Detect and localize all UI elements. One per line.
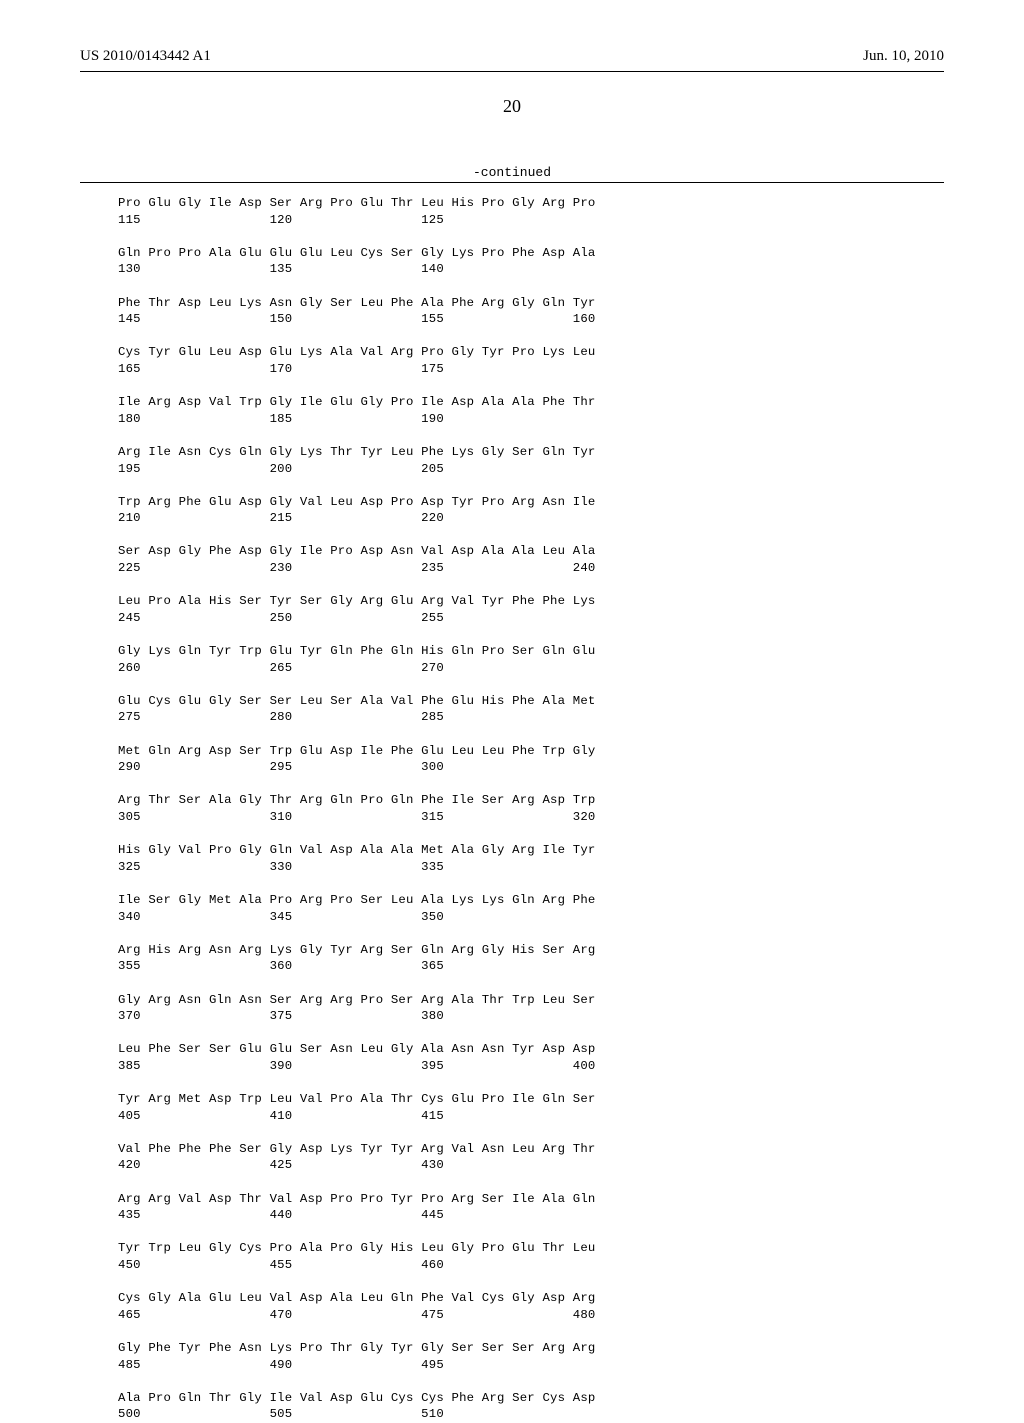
header-rule	[80, 71, 944, 72]
page-number: 20	[80, 96, 944, 117]
continued-label: -continued	[80, 165, 944, 180]
page-header: US 2010/0143442 A1 Jun. 10, 2010	[80, 48, 944, 65]
continued-rule	[80, 182, 944, 183]
publication-date: Jun. 10, 2010	[863, 48, 944, 65]
sequence-listing: Pro Glu Gly Ile Asp Ser Arg Pro Glu Thr …	[118, 195, 944, 1423]
patent-page: US 2010/0143442 A1 Jun. 10, 2010 20 -con…	[0, 0, 1024, 1320]
publication-number: US 2010/0143442 A1	[80, 48, 211, 65]
continued-section: -continued	[80, 165, 944, 183]
